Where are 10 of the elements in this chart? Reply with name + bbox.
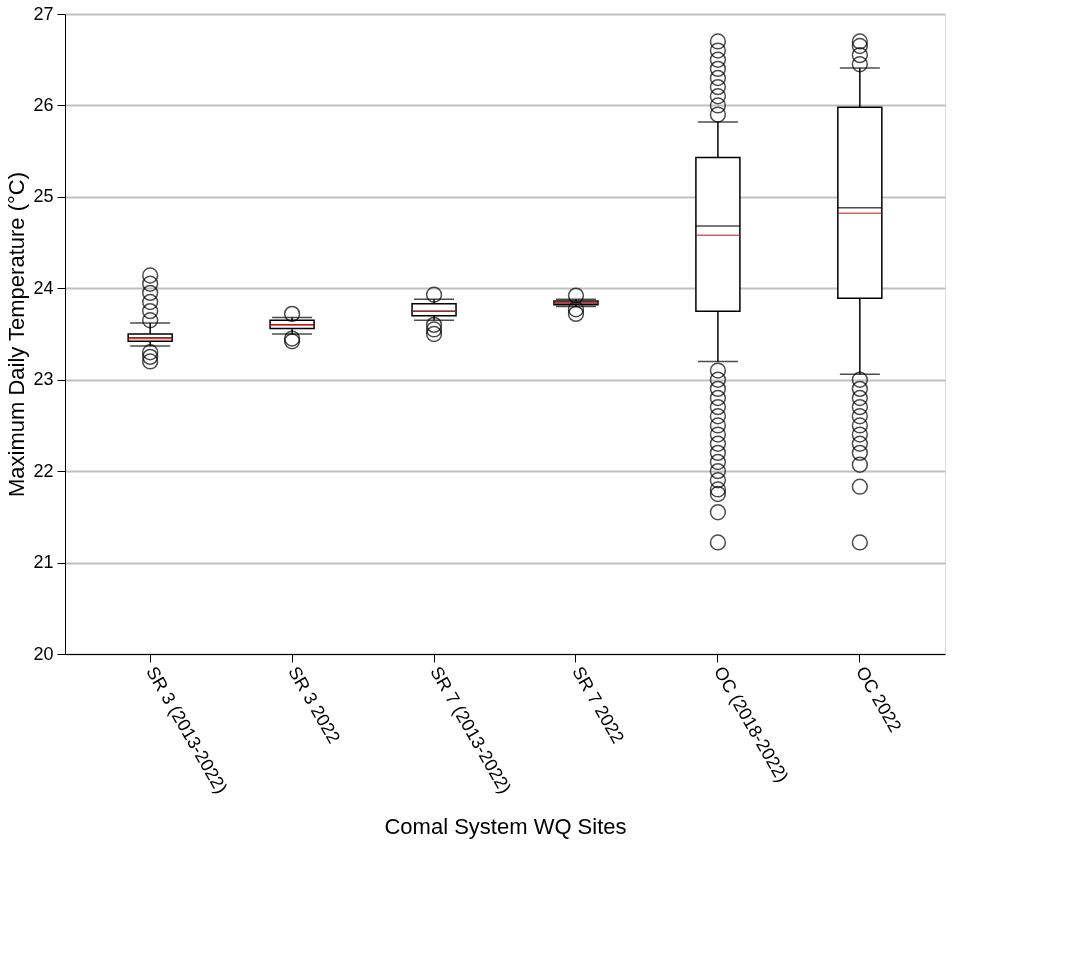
y-tick-label: 26 [33,94,54,115]
y-tick-label: 22 [33,460,54,481]
y-tick-label: 25 [33,186,54,207]
y-tick-label: 21 [33,552,54,573]
y-tick-label: 23 [33,369,54,390]
y-tick-label: 20 [33,643,54,664]
x-axis-title: Comal System WQ Sites [384,813,627,839]
y-tick-label: 24 [33,277,54,298]
y-axis-title: Maximum Daily Temperature (°C) [4,171,30,498]
y-tick-label: 27 [33,3,54,24]
